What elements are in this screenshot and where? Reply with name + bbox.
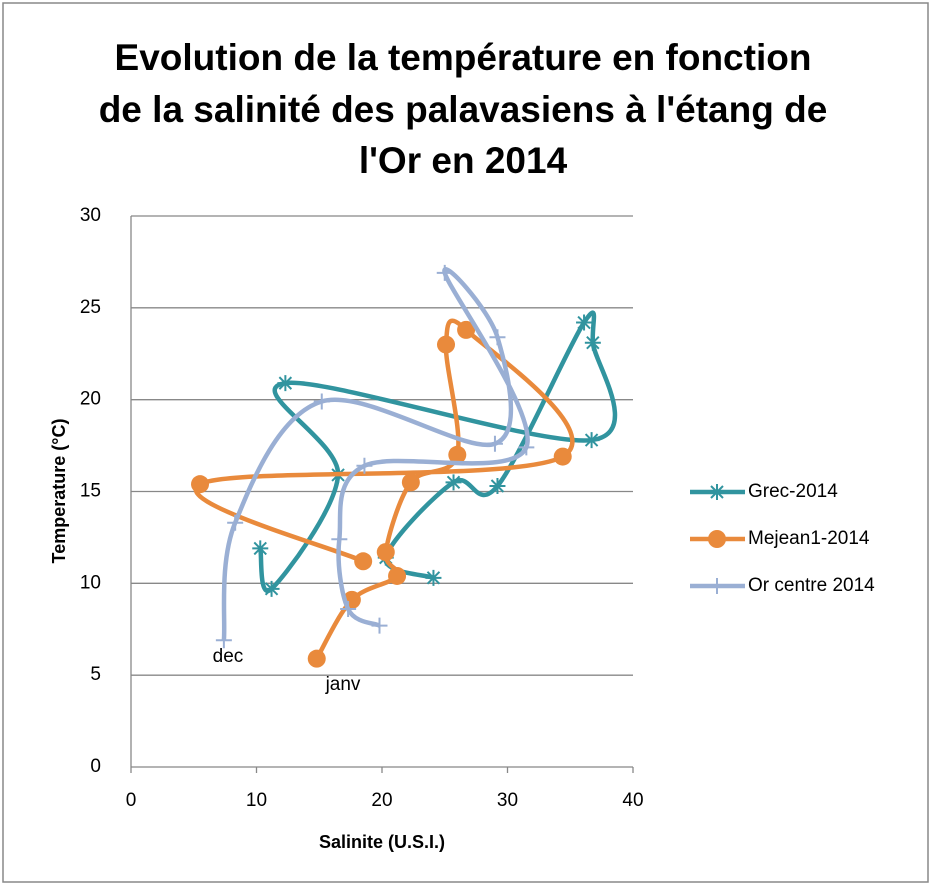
- y-tick-label: 0: [90, 756, 101, 777]
- marker: [376, 543, 395, 562]
- y-tick-label: 20: [80, 389, 101, 410]
- annotation: dec: [213, 646, 244, 667]
- marker: [709, 578, 725, 594]
- marker: [307, 649, 326, 668]
- marker: [489, 329, 506, 346]
- marker: [486, 435, 503, 452]
- marker: [437, 335, 456, 354]
- marker: [371, 617, 388, 634]
- chart-title: Evolution de la température en fonction: [115, 37, 812, 78]
- x-axis-title: Salinite (U.S.I.): [319, 832, 445, 852]
- x-tick-label: 20: [371, 790, 392, 811]
- marker: [313, 393, 330, 410]
- annotation: janv: [325, 674, 361, 695]
- marker: [356, 457, 373, 474]
- legend: Grec-2014 Mejean1-2014 Or centre 2014: [690, 481, 875, 596]
- chart-title: de la salinité des palavasiens à l'étang…: [99, 89, 828, 130]
- marker: [191, 475, 210, 494]
- legend-label: Or centre 2014: [748, 575, 875, 596]
- marker: [448, 445, 467, 464]
- marker: [457, 320, 476, 339]
- chart-title: l'Or en 2014: [359, 140, 568, 181]
- marker: [425, 569, 442, 586]
- marker: [354, 552, 373, 571]
- y-tick-label: 5: [90, 664, 101, 685]
- marker: [553, 447, 572, 466]
- marker: [263, 580, 280, 597]
- marker: [277, 375, 294, 392]
- marker: [252, 540, 269, 557]
- marker: [340, 601, 357, 618]
- y-axis-title: Temperature (°C): [49, 419, 69, 564]
- marker: [445, 474, 462, 491]
- marker: [576, 314, 593, 331]
- marker: [436, 264, 453, 281]
- x-tick-label: 30: [497, 790, 518, 811]
- marker: [584, 334, 601, 351]
- legend-label: Grec-2014: [748, 481, 838, 502]
- marker: [583, 432, 600, 449]
- marker: [227, 514, 244, 531]
- y-tick-label: 30: [80, 205, 101, 226]
- marker: [489, 477, 506, 494]
- marker: [331, 531, 348, 548]
- marker: [401, 473, 420, 492]
- x-tick-label: 40: [622, 790, 643, 811]
- x-tick-label: 10: [246, 790, 267, 811]
- marker: [518, 439, 535, 456]
- marker: [215, 632, 232, 649]
- y-tick-label: 25: [80, 297, 101, 318]
- marker: [708, 530, 726, 548]
- marker: [388, 566, 407, 585]
- marker: [709, 484, 725, 500]
- series-line: [221, 267, 530, 641]
- x-tick-label: 0: [126, 790, 137, 811]
- y-tick-label: 10: [80, 572, 101, 593]
- y-tick-label: 15: [80, 481, 101, 502]
- legend-label: Mejean1-2014: [748, 528, 870, 549]
